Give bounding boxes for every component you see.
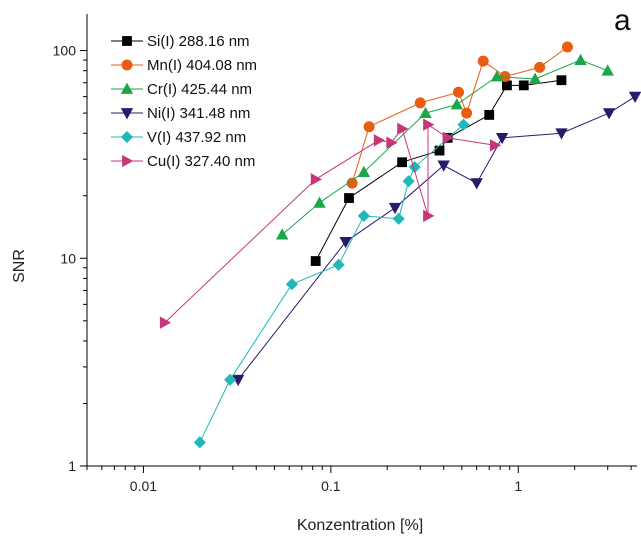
legend-marker <box>120 108 134 120</box>
data-point <box>461 107 473 119</box>
legend-entry: Cr(I) 425.44 nm <box>111 81 252 98</box>
data-point <box>470 178 483 190</box>
series-4 <box>231 91 641 387</box>
legend-entry: Si(I) 288.16 nm <box>111 33 250 50</box>
data-point <box>450 98 463 110</box>
data-point <box>402 175 415 188</box>
data-point <box>477 55 489 67</box>
legend-entry: Ni(I) 341.48 nm <box>111 105 250 122</box>
data-point <box>534 61 546 73</box>
legend-marker <box>120 82 134 94</box>
legend-marker <box>121 59 133 71</box>
data-point <box>556 75 567 86</box>
data-point <box>601 64 614 76</box>
data-point <box>332 258 345 271</box>
legend-marker <box>122 36 132 46</box>
data-point <box>574 53 587 65</box>
x-tick-label: 0.01 <box>130 478 157 494</box>
series-3 <box>276 53 614 240</box>
y-axis-title: SNR <box>11 249 28 283</box>
legend-entry: V(I) 437.92 nm <box>111 129 246 146</box>
data-point <box>495 132 509 145</box>
legend-label: Si(I) 288.16 nm <box>147 33 250 50</box>
data-point <box>437 160 450 172</box>
data-point <box>628 91 641 103</box>
data-point <box>357 209 370 222</box>
data-point <box>392 212 405 225</box>
y-tick-label: 100 <box>53 43 77 59</box>
axis-ticks: 0.01 0.1 1 1 10 100 <box>53 43 632 494</box>
data-point <box>344 193 354 203</box>
x-tick-label: 1 <box>514 478 522 494</box>
series-2 <box>346 41 573 189</box>
data-point <box>423 118 435 131</box>
data-point <box>363 121 375 133</box>
legend-entry: Cu(I) 327.40 nm <box>111 153 255 170</box>
legend-label: Ni(I) 341.48 nm <box>147 105 250 122</box>
x-tick-label: 0.1 <box>321 478 341 494</box>
y-tick-label: 1 <box>68 458 76 474</box>
data-point <box>434 145 445 156</box>
data-point <box>313 196 326 208</box>
legend: Si(I) 288.16 nm Mn(I) 404.08 nm Cr(I) 425.… <box>111 33 257 170</box>
data-point <box>357 165 371 177</box>
data-point <box>397 122 409 136</box>
data-point <box>484 110 495 120</box>
legend-label: V(I) 437.92 nm <box>147 129 246 146</box>
data-point <box>397 157 408 168</box>
data-point <box>159 316 172 329</box>
data-point <box>442 131 454 145</box>
series-layer <box>159 41 641 449</box>
data-point <box>414 97 426 109</box>
legend-label: Cu(I) 327.40 nm <box>147 153 255 170</box>
data-point <box>602 108 616 120</box>
panel-letter: a <box>614 4 631 37</box>
x-axis-title: Konzentration [%] <box>297 517 423 534</box>
data-point <box>373 134 386 147</box>
plot-frame <box>86 14 637 467</box>
data-point <box>555 128 568 140</box>
data-point <box>310 256 321 266</box>
legend-entry: Mn(I) 404.08 nm <box>111 57 257 74</box>
data-point <box>388 202 402 215</box>
legend-label: Mn(I) 404.08 nm <box>147 57 257 74</box>
legend-marker <box>122 154 134 168</box>
data-point <box>419 106 432 119</box>
data-point <box>453 86 465 98</box>
data-point <box>285 278 299 291</box>
series-6 <box>159 118 502 329</box>
data-point <box>276 228 289 240</box>
series-5 <box>193 118 470 449</box>
legend-marker <box>120 130 134 144</box>
data-point <box>224 373 237 386</box>
data-point <box>561 41 573 53</box>
data-point <box>489 139 502 152</box>
data-point <box>528 72 542 84</box>
data-point <box>386 136 398 149</box>
data-point <box>310 173 323 186</box>
data-point <box>457 118 470 131</box>
y-tick-label: 10 <box>60 250 76 266</box>
legend-label: Cr(I) 425.44 nm <box>147 81 252 98</box>
data-point <box>339 236 352 249</box>
data-point <box>490 70 504 82</box>
data-point <box>502 80 512 91</box>
data-point <box>193 436 206 449</box>
data-point <box>423 209 435 223</box>
data-point <box>518 80 529 91</box>
